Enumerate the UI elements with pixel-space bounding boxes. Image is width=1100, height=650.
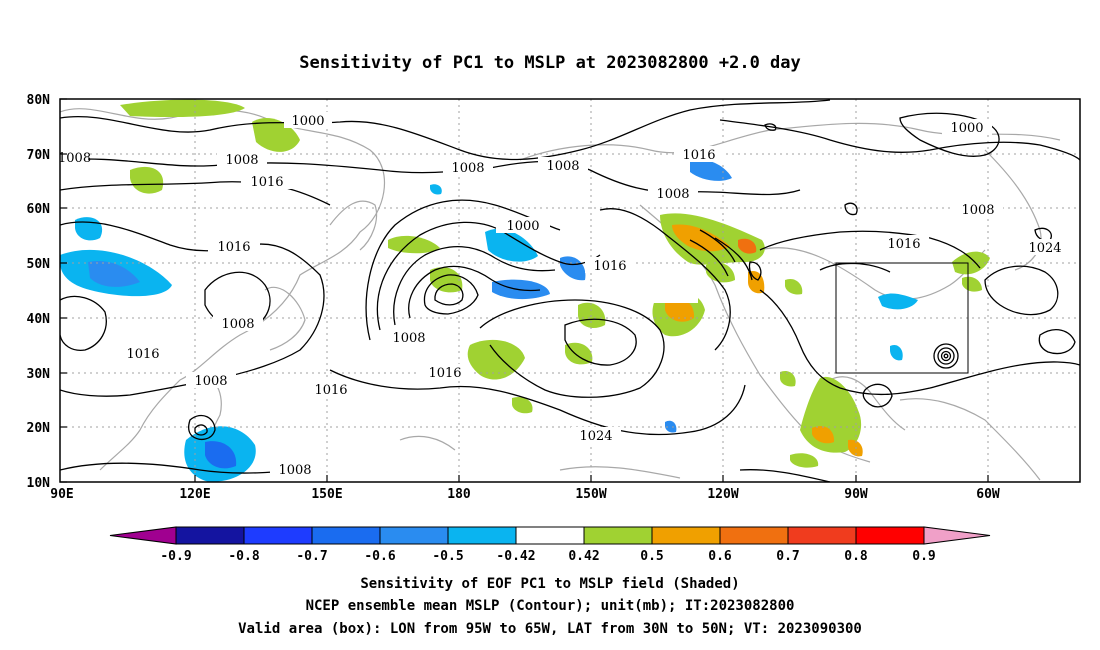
lat-tick-label: 20N — [27, 421, 51, 436]
colorbar: -0.9 -0.8 -0.7 -0.6 -0.5 -0.42 0.42 0.5 0.6 0.7 0.… — [109, 526, 991, 564]
contour-label: 1008 — [392, 331, 425, 346]
lon-tick-label: 90E — [50, 487, 73, 502]
contour-label: 1008 — [58, 151, 91, 166]
lat-tick-label: 80N — [27, 93, 51, 108]
valid-area-box — [835, 262, 969, 374]
lat-tick-label: 50N — [27, 257, 51, 272]
lon-tick-label: 120W — [707, 487, 738, 502]
map-title: Sensitivity of PC1 to MSLP at 2023082800… — [299, 53, 801, 73]
contour-label: 1008 — [194, 374, 227, 389]
colorbar-label: -0.5 — [432, 549, 463, 564]
colorbar-label: -0.7 — [296, 549, 327, 564]
colorbar-box — [379, 526, 449, 545]
lon-tick-label: 120E — [179, 487, 210, 502]
lat-tick-label: 30N — [27, 367, 51, 382]
colorbar-arrow-right — [923, 526, 991, 545]
lat-tick-label: 70N — [27, 148, 51, 163]
colorbar-box — [719, 526, 789, 545]
contour-label: 1008 — [221, 317, 254, 332]
colorbar-box — [175, 526, 245, 545]
colorbar-box — [515, 526, 585, 545]
caption-line: Sensitivity of EOF PC1 to MSLP field (Sh… — [360, 576, 739, 592]
colorbar-box — [787, 526, 857, 545]
colorbar-label: 0.6 — [708, 549, 732, 564]
colorbar-label: -0.42 — [496, 549, 535, 564]
colorbar-box — [447, 526, 517, 545]
plot-frame — [59, 98, 1081, 483]
lon-axis: 90E 120E 150E 180 150W 120W 90W 60W — [50, 475, 1000, 502]
lon-tick-label: 60W — [976, 487, 1000, 502]
contour-label: 1016 — [217, 240, 250, 255]
contour-label: 1008 — [656, 187, 689, 202]
colorbar-box — [243, 526, 313, 545]
colorbar-box — [583, 526, 653, 545]
contour-label: 1016 — [314, 383, 347, 398]
lon-tick-label: 150E — [311, 487, 342, 502]
contour-label: 1008 — [961, 203, 994, 218]
lat-tick-label: 10N — [27, 476, 51, 491]
colorbar-label: 0.7 — [776, 549, 799, 564]
colorbar-label: 0.8 — [844, 549, 868, 564]
graticule — [60, 99, 1080, 482]
colorbar-box — [311, 526, 381, 545]
contour-label: 1016 — [428, 366, 461, 381]
contour-label: 1000 — [950, 121, 983, 136]
contour-label: 1008 — [225, 153, 258, 168]
lat-axis: 80N 70N 60N 50N 40N 30N 20N 10N — [27, 93, 67, 491]
lon-tick-label: 150W — [575, 487, 606, 502]
sensitivity-shading — [60, 99, 990, 482]
colorbar-label: 0.5 — [640, 549, 663, 564]
colorbar-label: 0.9 — [912, 549, 935, 564]
contour-label: 1008 — [451, 161, 484, 176]
colorbar-box — [855, 526, 925, 545]
contour-label: 1000 — [506, 219, 539, 234]
caption-line: Valid area (box): LON from 95W to 65W, L… — [238, 621, 862, 637]
lat-tick-label: 60N — [27, 202, 51, 217]
contour-label: 1016 — [887, 237, 920, 252]
contour-label: 1000 — [291, 114, 324, 129]
contour-label: 1008 — [546, 159, 579, 174]
contour-labels: 1000 1000 1000 1008 1008 1008 1008 1008 … — [58, 112, 1070, 478]
contour-label: 1016 — [250, 175, 283, 190]
contour-label: 1016 — [593, 259, 626, 274]
colorbar-label: -0.8 — [228, 549, 259, 564]
lat-tick-label: 40N — [27, 312, 51, 327]
contour-label: 1008 — [278, 463, 311, 478]
lon-tick-label: 90W — [844, 487, 868, 502]
plot-area: 1000 1000 1000 1008 1008 1008 1008 1008 … — [58, 99, 1080, 482]
contour-label: 1016 — [682, 148, 715, 163]
colorbar-arrow-left — [109, 526, 177, 545]
contour-label: 1024 — [1028, 241, 1061, 256]
colorbar-label: -0.6 — [364, 549, 395, 564]
colorbar-label: 0.42 — [568, 549, 599, 564]
colorbar-box — [651, 526, 721, 545]
contour-label: 1016 — [126, 347, 159, 362]
lon-tick-label: 180 — [447, 487, 471, 502]
caption-line: NCEP ensemble mean MSLP (Contour); unit(… — [306, 598, 795, 614]
colorbar-label: -0.9 — [160, 549, 191, 564]
contour-label: 1024 — [579, 429, 612, 444]
